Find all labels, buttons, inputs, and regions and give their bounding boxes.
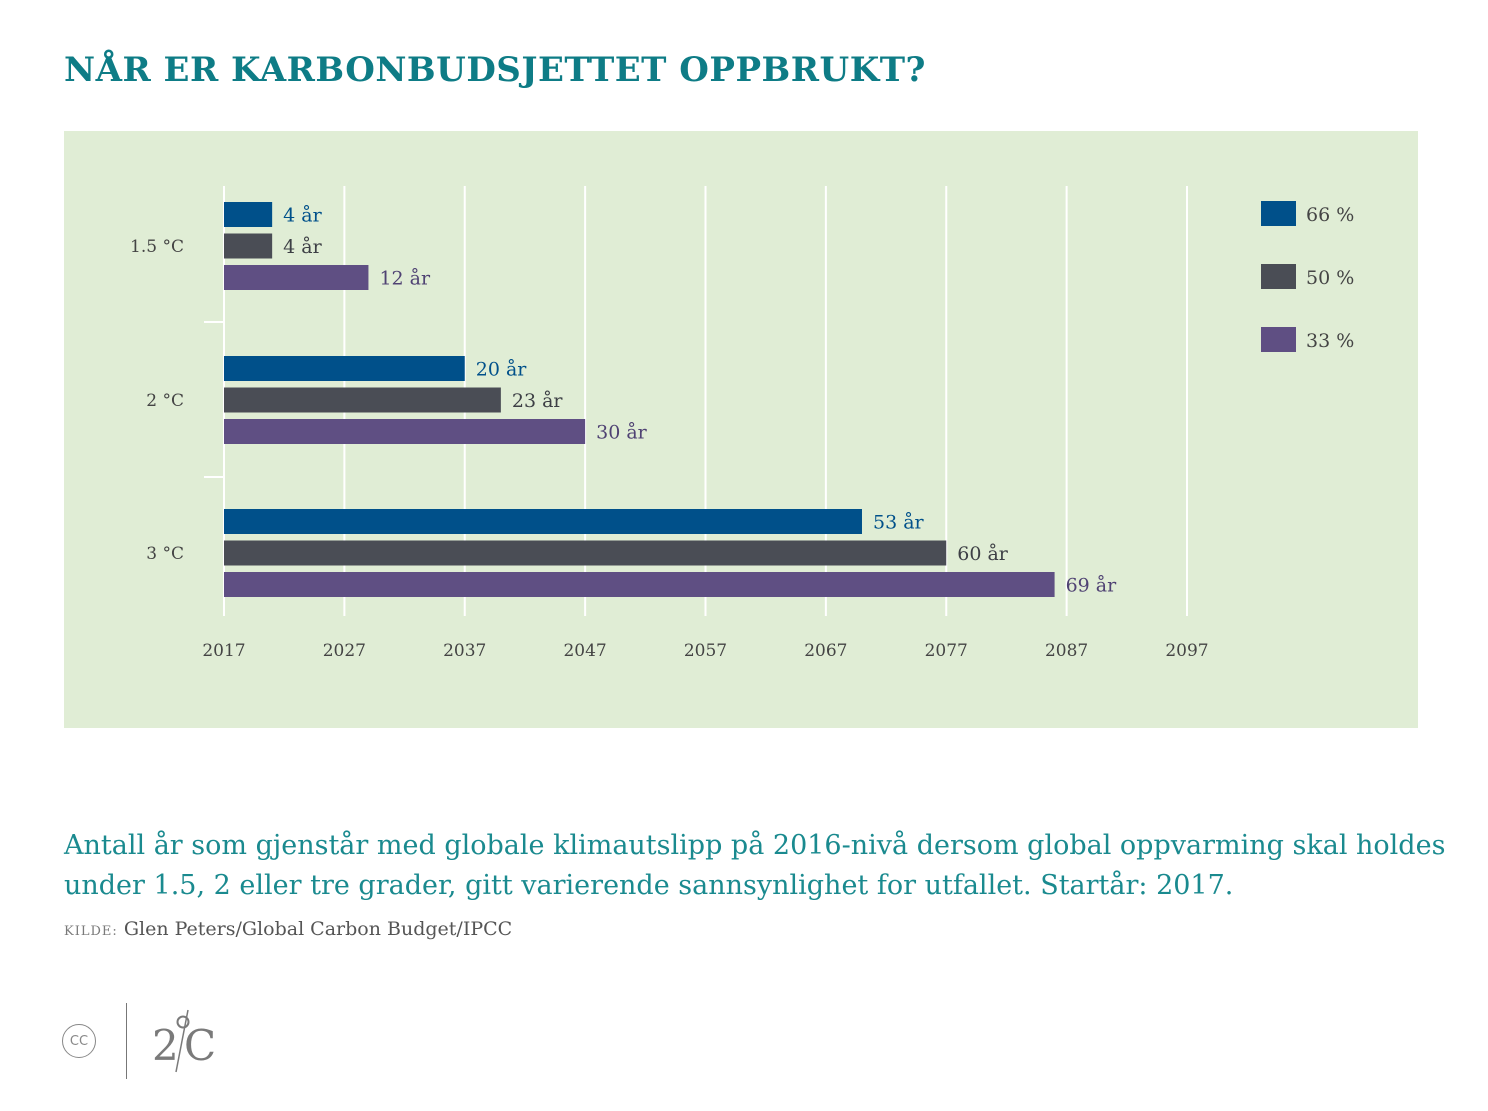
bar-value-label: 4 år <box>283 236 322 258</box>
bar-value-label: 23 år <box>512 390 564 412</box>
svg-text:C: C <box>184 1021 216 1070</box>
source-line: KILDE: Glen Peters/Global Carbon Budget/… <box>64 918 512 940</box>
chart-caption: Antall år som gjenstår med globale klima… <box>64 830 1446 901</box>
bar <box>224 419 586 444</box>
footer-divider <box>126 1003 127 1079</box>
x-tick-label: 2067 <box>804 641 847 661</box>
x-tick-label: 2077 <box>925 641 968 661</box>
x-tick-label: 2087 <box>1045 641 1088 661</box>
source-label: KILDE: <box>64 924 118 939</box>
bar <box>224 387 501 413</box>
bar-value-label: 12 år <box>379 268 431 290</box>
bar-value-label: 30 år <box>596 422 648 444</box>
bar-value-label: 20 år <box>476 359 528 381</box>
legend-swatch <box>1261 264 1296 289</box>
x-tick-label: 2037 <box>443 641 486 661</box>
bar <box>224 540 947 566</box>
bar <box>224 356 465 381</box>
legend-swatch <box>1261 327 1296 352</box>
two-degrees-logo: 2 C <box>152 1009 216 1073</box>
category-label: 1.5 °C <box>130 237 184 257</box>
bar <box>224 509 862 534</box>
legend-label: 66 % <box>1306 204 1354 226</box>
bar-value-label: 60 år <box>957 543 1009 565</box>
category-label: 3 °C <box>146 544 184 564</box>
bar <box>224 202 273 227</box>
x-tick-label: 2027 <box>323 641 366 661</box>
bar-value-label: 69 år <box>1066 575 1118 597</box>
chart-panel: 2017 2027 2037 2047 2057 2067 2077 2087 2097 1.5 … <box>64 131 1418 728</box>
bar-chart: 2017 2027 2037 2047 2057 2067 2077 2087 2097 1.5 … <box>130 186 1354 661</box>
legend-label: 50 % <box>1306 267 1354 289</box>
bar-value-label: 4 år <box>283 205 322 227</box>
source-text: Glen Peters/Global Carbon Budget/IPCC <box>117 918 513 940</box>
x-tick-label: 2047 <box>563 641 606 661</box>
bar-value-label: 53 år <box>873 512 925 534</box>
bar <box>224 233 273 259</box>
legend-label: 33 % <box>1306 330 1354 352</box>
bar <box>224 572 1055 597</box>
x-tick-label: 2097 <box>1165 641 1208 661</box>
legend-swatch <box>1261 201 1296 226</box>
x-tick-label: 2057 <box>684 641 727 661</box>
creative-commons-icon: CC <box>62 1024 96 1058</box>
svg-text:2: 2 <box>152 1021 179 1070</box>
category-label: 2 °C <box>146 391 184 411</box>
bar <box>224 265 369 290</box>
chart-title: NÅR ER KARBONBUDSJETTET OPPBRUKT? <box>64 50 926 90</box>
x-tick-label: 2017 <box>202 641 245 661</box>
